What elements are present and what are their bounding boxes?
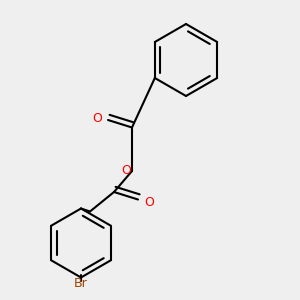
Text: O: O — [121, 164, 131, 177]
Text: O: O — [145, 196, 154, 209]
Text: Br: Br — [74, 277, 88, 290]
Text: O: O — [93, 112, 102, 125]
